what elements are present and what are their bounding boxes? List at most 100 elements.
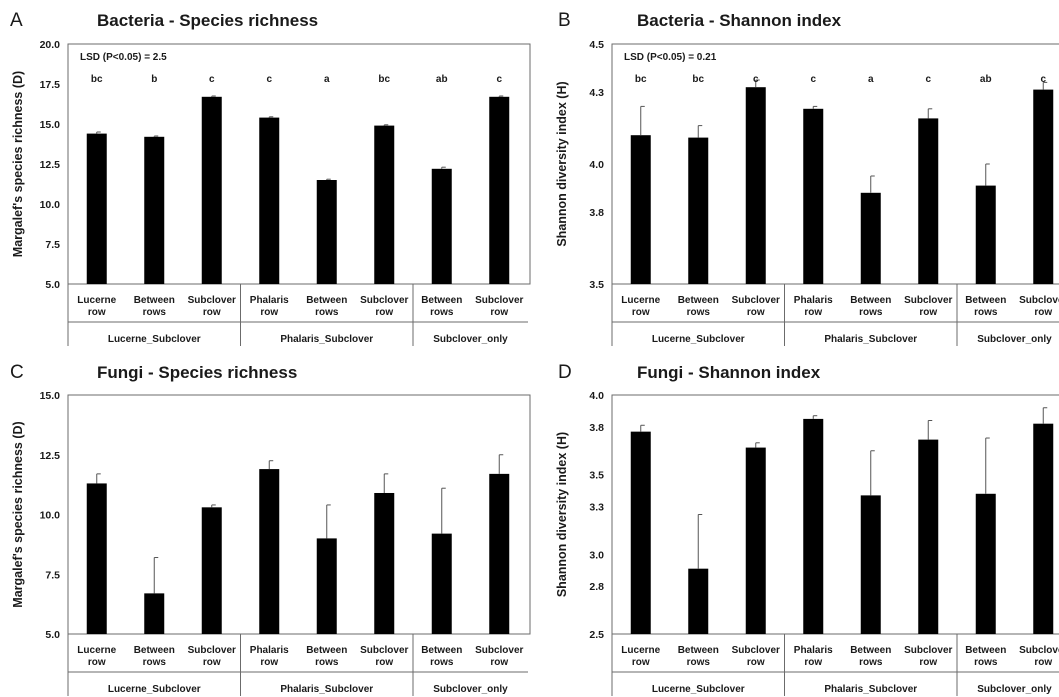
category-label: Phalaris bbox=[250, 295, 289, 306]
chart-title: Fungi - Shannon index bbox=[637, 363, 821, 382]
group-label: Phalaris_Subclover bbox=[824, 334, 917, 345]
category-label: rows bbox=[687, 657, 711, 668]
category-label: row bbox=[88, 657, 106, 668]
category-label: row bbox=[747, 657, 765, 668]
significance-letter: c bbox=[810, 74, 816, 85]
category-label: Lucerne bbox=[621, 295, 660, 306]
y-tick-label: 12.5 bbox=[40, 159, 61, 171]
category-label: Subclover bbox=[732, 295, 780, 306]
bar bbox=[1033, 89, 1054, 284]
category-label: row bbox=[919, 657, 937, 668]
plot-area-frame bbox=[611, 43, 1059, 285]
bar bbox=[259, 469, 280, 634]
significance-letter: ab bbox=[980, 74, 992, 85]
group-label: Phalaris_Subclover bbox=[824, 684, 917, 695]
category-label: rows bbox=[859, 657, 883, 668]
y-tick-label: 15.0 bbox=[40, 390, 61, 402]
panel-letter: D bbox=[558, 362, 572, 383]
category-label: row bbox=[260, 657, 278, 668]
y-tick-label: 4.5 bbox=[589, 39, 604, 51]
y-tick-label: 4.0 bbox=[589, 390, 604, 402]
category-label: Subclover bbox=[188, 295, 236, 306]
y-tick-label: 20.0 bbox=[40, 39, 61, 51]
bar bbox=[745, 447, 766, 634]
category-label: row bbox=[490, 307, 508, 318]
significance-letter: bc bbox=[692, 74, 704, 85]
bar bbox=[1033, 423, 1054, 634]
group-label: Subclover_only bbox=[433, 684, 508, 695]
bar bbox=[630, 431, 651, 634]
bar bbox=[316, 538, 337, 634]
category-label: Between bbox=[850, 295, 891, 306]
bar bbox=[144, 593, 165, 634]
y-tick-label: 3.0 bbox=[589, 549, 604, 561]
group-label: Subclover_only bbox=[977, 334, 1052, 345]
bar bbox=[489, 473, 510, 634]
significance-letter: c bbox=[753, 74, 759, 85]
category-label: Between bbox=[421, 295, 462, 306]
category-label: Subclover bbox=[475, 645, 523, 656]
y-tick-label: 5.0 bbox=[45, 279, 60, 291]
category-label: Between bbox=[678, 295, 719, 306]
category-label: row bbox=[375, 657, 393, 668]
category-label: rows bbox=[315, 657, 339, 668]
category-label: Lucerne bbox=[77, 645, 116, 656]
category-label: Between bbox=[678, 645, 719, 656]
category-label: rows bbox=[687, 307, 711, 318]
significance-letter: bc bbox=[378, 74, 390, 85]
y-tick-label: 4.0 bbox=[589, 159, 604, 171]
group-label: Lucerne_Subclover bbox=[652, 334, 745, 345]
bar bbox=[201, 96, 222, 284]
bar bbox=[860, 495, 881, 634]
y-tick-label: 2.5 bbox=[589, 629, 604, 641]
category-label: Lucerne bbox=[621, 645, 660, 656]
y-tick-label: 15.0 bbox=[40, 119, 61, 131]
category-label: Between bbox=[965, 295, 1006, 306]
category-label: Subclover bbox=[360, 645, 408, 656]
y-tick-label: 7.5 bbox=[45, 239, 60, 251]
bar bbox=[803, 108, 824, 284]
bar bbox=[975, 493, 996, 634]
category-label: row bbox=[632, 657, 650, 668]
plot-area-frame bbox=[67, 43, 531, 285]
y-tick-label: 3.8 bbox=[589, 422, 604, 434]
category-label: rows bbox=[143, 307, 167, 318]
y-axis-label: Margalef's species richness (D) bbox=[11, 421, 25, 607]
category-label: Subclover bbox=[904, 295, 952, 306]
category-label: Subclover bbox=[732, 645, 780, 656]
lsd-annotation: LSD (P<0.05) = 0.21 bbox=[624, 52, 717, 63]
category-label: row bbox=[1034, 657, 1052, 668]
panel-letter: B bbox=[558, 10, 571, 31]
category-label: Between bbox=[134, 295, 175, 306]
bar bbox=[630, 135, 651, 284]
category-label: row bbox=[203, 657, 221, 668]
category-label: Between bbox=[850, 645, 891, 656]
category-label: row bbox=[1034, 307, 1052, 318]
category-label: row bbox=[203, 307, 221, 318]
category-label: row bbox=[747, 307, 765, 318]
bar bbox=[316, 180, 337, 284]
category-label: Subclover bbox=[360, 295, 408, 306]
category-label: row bbox=[632, 307, 650, 318]
bar bbox=[144, 136, 165, 284]
y-tick-label: 10.0 bbox=[40, 199, 61, 211]
category-label: Lucerne bbox=[77, 295, 116, 306]
chart-title: Fungi - Species richness bbox=[97, 363, 297, 382]
bar bbox=[259, 117, 280, 284]
y-axis-label: Shannon diversity index (H) bbox=[555, 81, 569, 246]
bar bbox=[918, 439, 939, 634]
y-axis-label: Shannon diversity index (H) bbox=[555, 432, 569, 597]
category-label: Between bbox=[421, 645, 462, 656]
category-label: row bbox=[375, 307, 393, 318]
significance-letter: c bbox=[496, 74, 502, 85]
bar bbox=[374, 492, 395, 634]
y-tick-label: 17.5 bbox=[40, 79, 61, 91]
y-tick-label: 3.5 bbox=[589, 279, 604, 291]
group-label: Subclover_only bbox=[433, 334, 508, 345]
significance-letter: bc bbox=[635, 74, 647, 85]
bar bbox=[803, 418, 824, 634]
bar bbox=[918, 118, 939, 285]
group-label: Lucerne_Subclover bbox=[652, 684, 745, 695]
category-label: rows bbox=[143, 657, 167, 668]
